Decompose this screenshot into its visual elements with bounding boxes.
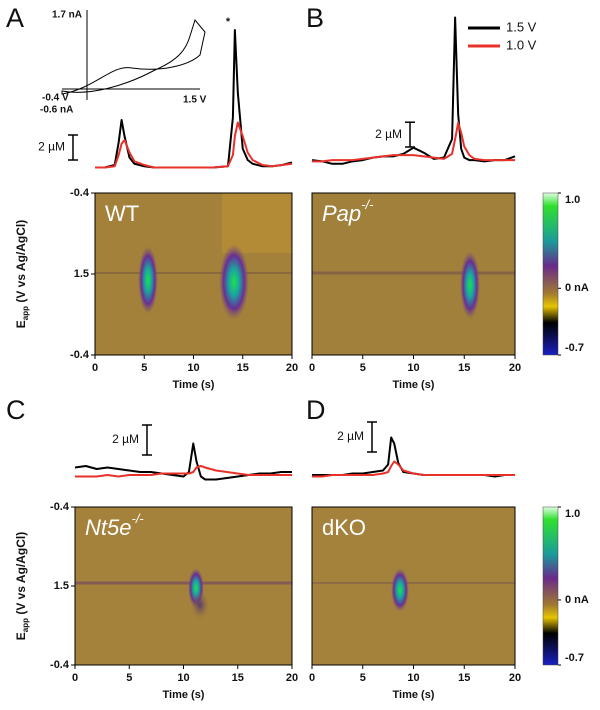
color-plot xyxy=(75,507,292,665)
color-plot-event xyxy=(138,246,158,314)
legend-label: 1.0 V xyxy=(506,37,537,52)
annotation: * xyxy=(226,16,231,28)
y-tick-label: -0.4 xyxy=(50,659,70,671)
colorbar-label: -0.7 xyxy=(565,342,584,354)
y-tick-label: 1.5 xyxy=(74,268,89,280)
trace xyxy=(312,121,515,163)
y-axis-symbol: E xyxy=(14,632,28,640)
x-tick-label: 10 xyxy=(177,672,189,684)
y-axis-subscript: app xyxy=(21,618,30,632)
y-tick-label: -0.4 xyxy=(70,187,90,199)
y-tick-label: -0.4 xyxy=(70,349,90,361)
x-tick-label: 0 xyxy=(309,362,315,374)
genotype-text: dKO xyxy=(322,515,366,540)
trace xyxy=(312,460,515,478)
trace xyxy=(311,16,516,165)
colorbar-label: 1.0 xyxy=(565,194,580,206)
colorbar-label: 0 nA xyxy=(565,282,589,294)
x-tick-label: 0 xyxy=(92,362,98,374)
y-axis-subscript: app xyxy=(21,306,30,320)
colorbar xyxy=(542,506,559,666)
scale-bar-label: 2 µM xyxy=(38,140,65,154)
x-axis-label: Time (s) xyxy=(173,379,215,391)
x-tick-label: 10 xyxy=(407,672,419,684)
genotype-label: Nt5e-/- xyxy=(85,511,144,539)
inset-cv-curve xyxy=(61,18,206,95)
x-tick-label: 10 xyxy=(407,362,419,374)
trace xyxy=(312,436,515,478)
x-tick-label: 0 xyxy=(72,672,78,684)
genotype-label: Pap-/- xyxy=(322,197,374,225)
y-axis-text: (V vs Ag/AgCl) xyxy=(14,220,28,306)
genotype-label: dKO xyxy=(322,515,366,540)
x-tick-label: 20 xyxy=(509,672,521,684)
color-plot-event xyxy=(191,591,209,619)
inset-label: -0.6 nA xyxy=(40,105,73,116)
x-tick-label: 15 xyxy=(232,672,244,684)
scale-bar-label: 2 µM xyxy=(112,432,139,446)
y-axis-label: Eapp (V vs Ag/AgCl) xyxy=(14,220,30,328)
x-tick-label: 5 xyxy=(360,672,366,684)
color-plot-region xyxy=(222,193,292,253)
color-plot-event xyxy=(391,568,409,612)
inset-label: -0.4 V xyxy=(42,93,69,104)
inset-label: 1.5 V xyxy=(183,95,207,106)
color-plot-event xyxy=(219,244,249,320)
x-axis-label: Time (s) xyxy=(163,689,205,701)
genotype-text: WT xyxy=(105,201,139,226)
x-tick-label: 20 xyxy=(286,362,298,374)
color-plot-event xyxy=(460,251,480,319)
y-tick-label: -0.4 xyxy=(50,501,70,513)
y-axis-symbol: E xyxy=(14,320,28,328)
colorbar-label: 1.0 xyxy=(565,508,580,520)
inset-label: 1.7 nA xyxy=(52,10,82,21)
x-tick-label: 0 xyxy=(309,672,315,684)
y-axis-label: Eapp (V vs Ag/AgCl) xyxy=(14,532,30,640)
colorbar-label: -0.7 xyxy=(565,652,584,664)
x-tick-label: 10 xyxy=(187,362,199,374)
x-tick-label: 5 xyxy=(141,362,147,374)
panel-label: A xyxy=(6,3,24,33)
x-tick-label: 15 xyxy=(458,362,470,374)
panel-label: C xyxy=(6,395,26,425)
colorbar xyxy=(542,192,559,356)
genotype-text: Pap xyxy=(322,201,361,226)
panel-label: D xyxy=(306,395,326,425)
panel-label: B xyxy=(306,3,324,33)
genotype-label: WT xyxy=(105,201,139,226)
x-tick-label: 15 xyxy=(237,362,249,374)
x-tick-label: 5 xyxy=(360,362,366,374)
x-tick-label: 20 xyxy=(509,362,521,374)
x-tick-label: 5 xyxy=(126,672,132,684)
y-tick-label: 1.5 xyxy=(54,580,69,592)
x-tick-label: 20 xyxy=(286,672,298,684)
color-plot xyxy=(312,507,515,665)
colorbar-label: 0 nA xyxy=(565,594,589,606)
scale-bar-label: 2 µM xyxy=(337,429,364,443)
legend-label: 1.5 V xyxy=(506,19,537,34)
y-axis-text: (V vs Ag/AgCl) xyxy=(14,532,28,618)
scale-bar-label: 2 µM xyxy=(375,127,402,141)
genotype-text: Nt5e xyxy=(85,515,131,540)
trace xyxy=(95,121,293,169)
x-axis-label: Time (s) xyxy=(393,689,435,701)
genotype-superscript: -/- xyxy=(131,511,144,526)
genotype-superscript: -/- xyxy=(361,197,374,212)
x-axis-label: Time (s) xyxy=(393,379,435,391)
trace xyxy=(75,465,292,478)
x-tick-label: 15 xyxy=(458,672,470,684)
